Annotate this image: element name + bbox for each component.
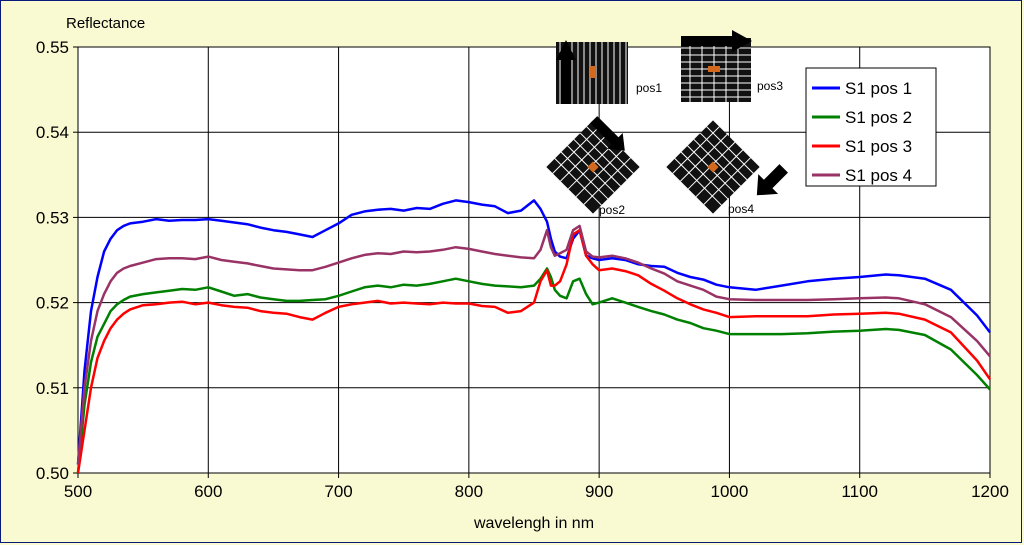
legend-label-1: S1 pos 1 [845, 79, 912, 98]
y-axis-title: Reflectance [66, 15, 145, 32]
legend: S1 pos 1 S1 pos 2 S1 pos 3 S1 pos 4 [805, 67, 937, 187]
y-tick-label: 0.55 [36, 38, 69, 57]
y-tick-label: 0.54 [36, 123, 69, 142]
pos4-sample-icon [666, 120, 788, 214]
series-layer [76, 199, 992, 474]
x-tick-label: 700 [324, 482, 352, 501]
pos2-sample-icon [546, 116, 640, 214]
x-tick-label: 1200 [971, 482, 1009, 501]
legend-label-3: S1 pos 3 [845, 137, 912, 156]
x-tick-label: 1100 [841, 482, 878, 501]
series-line-1 [76, 199, 991, 465]
pos3-sample-icon [681, 30, 752, 102]
y-tick-label: 0.53 [36, 208, 69, 227]
x-tick-label: 800 [455, 482, 483, 501]
series-line-4 [76, 224, 991, 465]
legend-label-2: S1 pos 2 [845, 108, 912, 127]
position-icons: pos1 pos3 pos2 pos4 [546, 30, 788, 217]
x-axis-title: wavelengh in nm [473, 515, 594, 532]
pos4-label: pos4 [728, 202, 754, 216]
pos1-sample-icon [556, 40, 628, 104]
pos2-label: pos2 [599, 203, 625, 217]
y-tick-label: 0.51 [36, 379, 69, 398]
y-tick-label: 0.52 [36, 294, 69, 313]
x-tick-label: 500 [64, 482, 92, 501]
y-tick-label: 0.50 [36, 464, 69, 483]
pos1-label: pos1 [636, 81, 662, 95]
x-tick-label: 600 [194, 482, 222, 501]
series-line-2 [76, 267, 991, 474]
x-tick-label: 900 [585, 482, 613, 501]
series-line-3 [76, 228, 992, 474]
legend-label-4: S1 pos 4 [845, 166, 912, 185]
x-tick-label: 1000 [711, 482, 749, 501]
pos3-label: pos3 [757, 79, 783, 93]
axis-ticks: 500 600 700 800 900 1000 1100 1200 0.50 0.51 0.52 0… [36, 38, 1009, 501]
